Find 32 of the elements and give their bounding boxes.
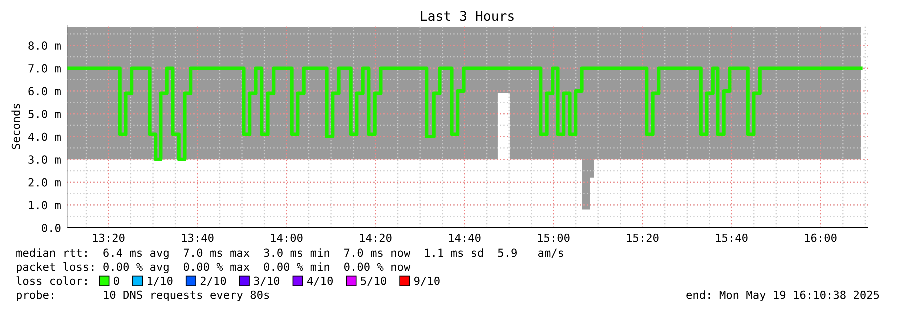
x-tick-label: 16:00 <box>805 234 837 242</box>
y-tick-label: 4.0 m <box>28 132 61 142</box>
y-axis-title: Seconds <box>12 104 20 150</box>
legend-label: 9/10 <box>414 276 440 286</box>
legend-label: 2/10 <box>200 276 226 286</box>
y-tick-label: 6.0 m <box>28 87 61 96</box>
y-tick-label: 5.0 m <box>28 110 61 118</box>
text: packet loss: 0.00 % avg 0.00 % max 0.00 % min 0.00 % now <box>17 262 411 274</box>
y-tick-label: 7.0 m <box>28 64 61 73</box>
y-tick-label: 0.0 <box>42 224 61 232</box>
legend-label: 3/10 <box>254 276 280 286</box>
text: end: Mon May 19 16:10:38 2025 <box>686 290 880 302</box>
x-tick-label: 14:00 <box>271 234 303 242</box>
x-tick-label: 14:40 <box>449 234 481 242</box>
x-tick-label: 15:40 <box>716 234 748 242</box>
legend-label: 1/10 <box>148 276 173 286</box>
x-tick-label: 13:40 <box>182 234 214 242</box>
y-tick-label: 3.0 m <box>28 156 61 164</box>
text: probe: 10 DNS requests every 80s <box>17 290 270 302</box>
y-tick-label: 8.0 m <box>28 42 61 50</box>
x-tick-label: 13:20 <box>93 234 125 242</box>
y-tick-label: 2.0 m <box>28 178 61 187</box>
legend-label: 5/10 <box>361 276 386 286</box>
text: median rtt: 6.4 ms avg 7.0 ms max 3.0 ms min 7.0 ms now 1.1 ms sd 5.9 am/s <box>16 248 564 260</box>
y-tick-label: 1.0 m <box>29 201 61 210</box>
x-tick-label: 15:00 <box>538 234 570 242</box>
legend-label: 0 <box>114 276 120 286</box>
text: loss color: <box>16 276 87 286</box>
x-tick-label: 15:20 <box>627 234 659 242</box>
legend-label: 4/10 <box>308 276 333 286</box>
chart-title: Last 3 Hours <box>421 11 514 22</box>
x-tick-label: 14:20 <box>360 234 392 242</box>
